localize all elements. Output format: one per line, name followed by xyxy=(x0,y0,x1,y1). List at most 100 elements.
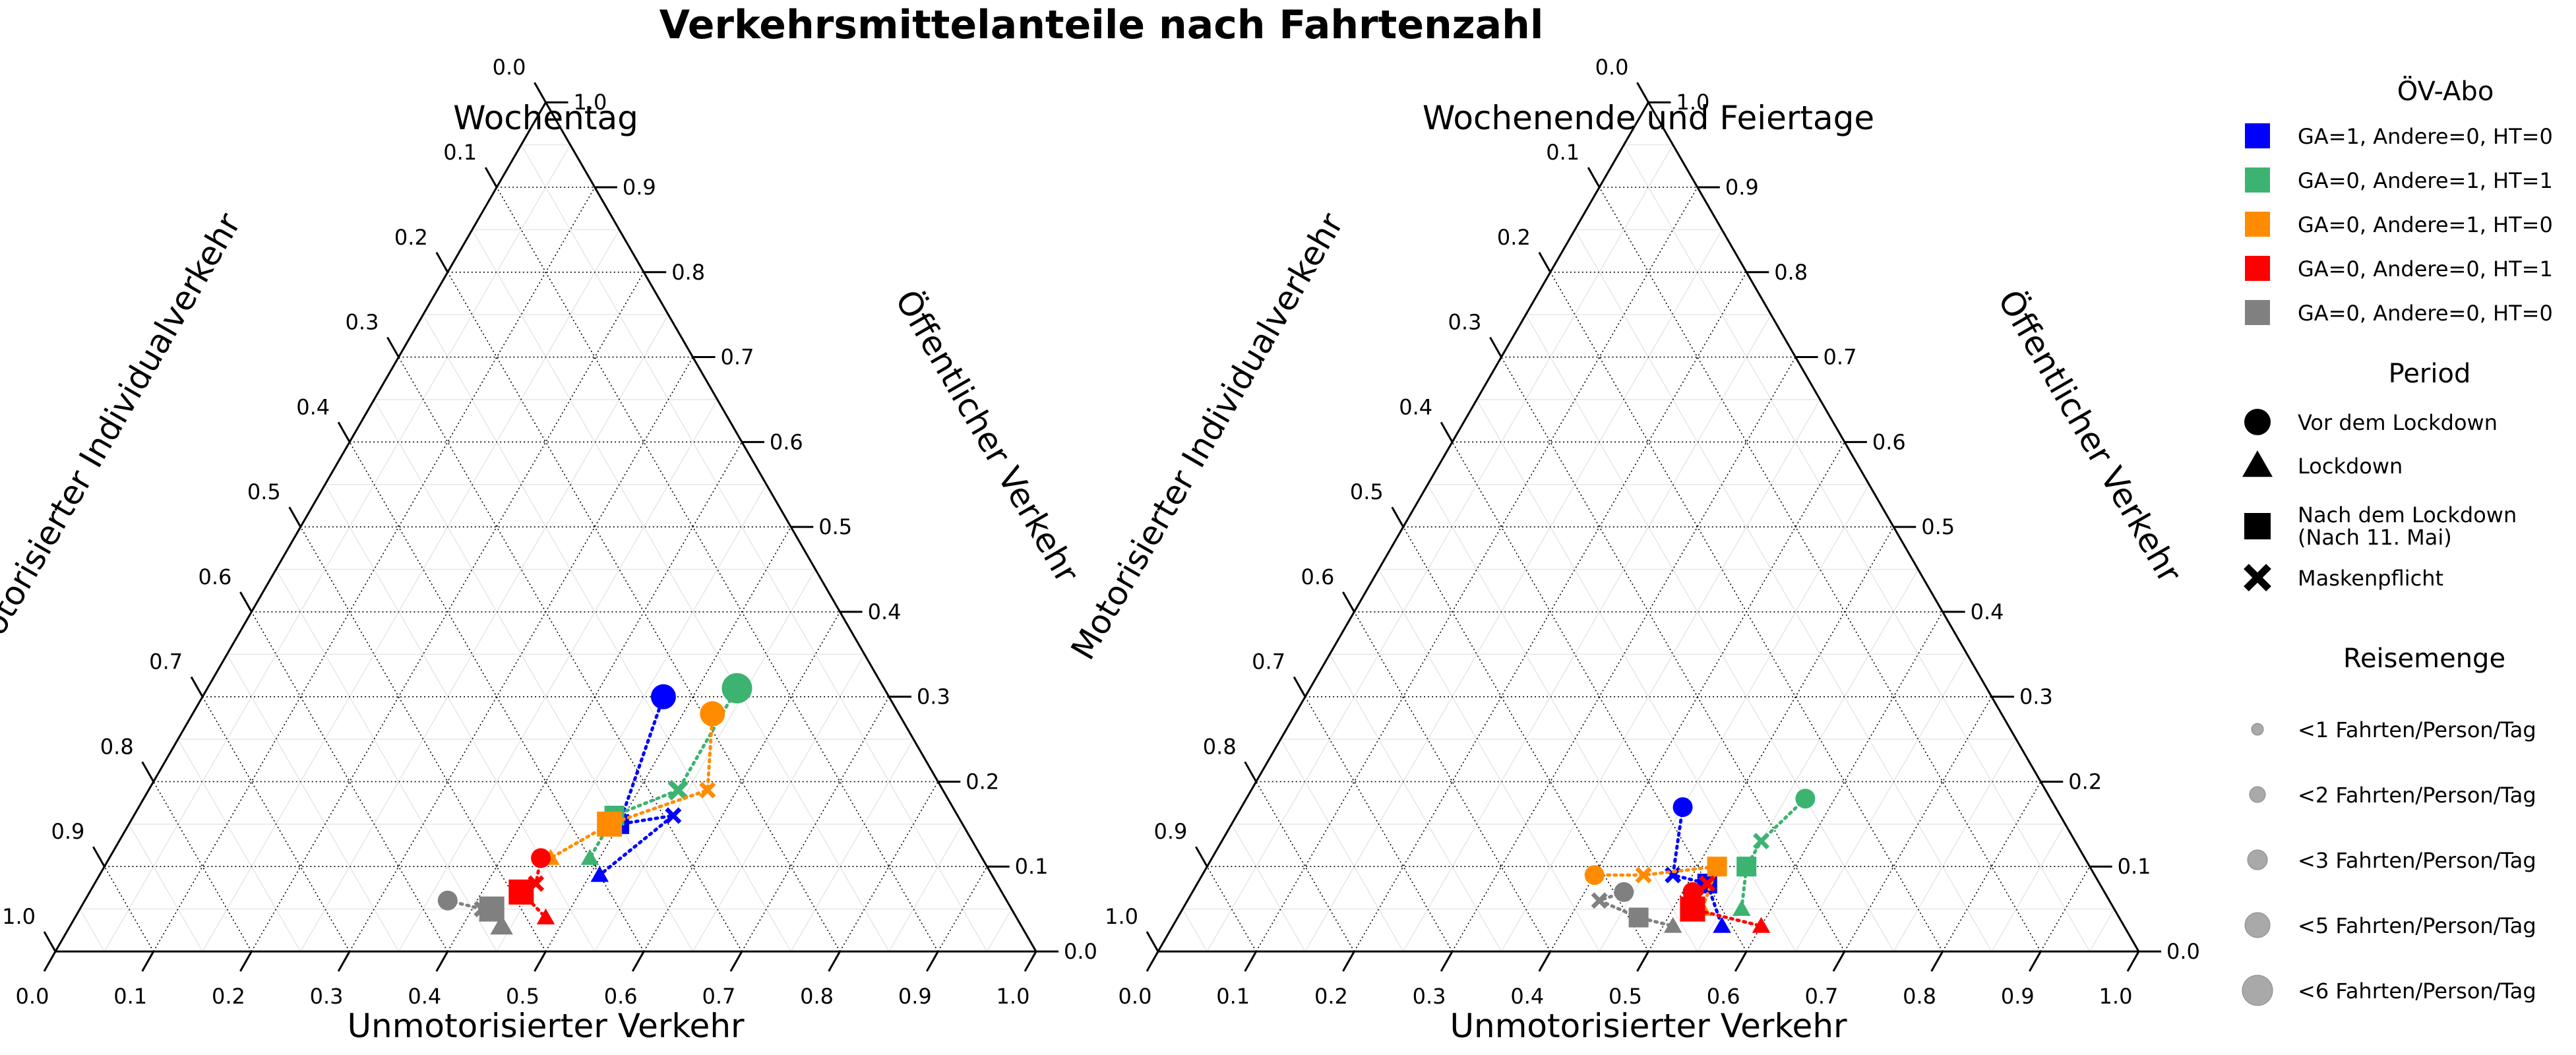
major-gridline xyxy=(153,781,253,952)
legend-label: Maskenpflicht xyxy=(2298,566,2443,591)
data-point xyxy=(667,779,689,800)
bottom-axis-title: Unmotorisierter Verkehr xyxy=(347,1007,745,1045)
legend-label: Nach dem Lockdown xyxy=(2298,502,2517,528)
data-point xyxy=(1707,857,1727,877)
bottom-tick-label: 0.2 xyxy=(212,984,245,1009)
minor-gridline xyxy=(275,569,497,952)
bottom-tick-label: 0.6 xyxy=(1707,984,1740,1009)
series-line xyxy=(598,695,679,877)
left-tick xyxy=(484,167,498,188)
major-gridline xyxy=(1304,696,1453,952)
legend-label: <1 Fahrten/Person/Tag xyxy=(2298,717,2536,742)
right-tick-label: 0.0 xyxy=(2166,939,2200,964)
data-point xyxy=(1635,866,1652,884)
legend-title-period: Period xyxy=(2389,359,2471,389)
legend-title-ov-abo: ÖV-Abo xyxy=(2397,75,2494,107)
figure-title: Verkehrsmittelanteile nach Fahrtenzahl xyxy=(659,2,1544,48)
data-point xyxy=(650,684,676,709)
minor-gridline xyxy=(104,144,571,952)
minor-gridline xyxy=(594,569,816,952)
left-tick-label: 0.6 xyxy=(199,564,232,589)
right-tick-label: 0.0 xyxy=(1064,939,1097,964)
legend-marker-square xyxy=(2244,513,2271,539)
minor-gridline xyxy=(1378,569,1600,952)
series-line xyxy=(1671,805,1724,928)
major-gridline xyxy=(1647,526,1894,952)
major-gridline xyxy=(496,187,938,952)
minor-gridline xyxy=(1991,824,2066,952)
series-line xyxy=(1595,890,1675,928)
data-point xyxy=(1713,917,1731,933)
right-tick-label: 0.7 xyxy=(721,345,754,370)
data-point xyxy=(1795,789,1816,809)
data-point xyxy=(536,908,555,924)
minor-gridline xyxy=(79,909,105,952)
legend-size-marker xyxy=(2242,975,2273,1006)
data-point xyxy=(490,915,513,935)
legend-label: GA=0, Andere=1, HT=0 xyxy=(2298,212,2553,237)
legend-swatch xyxy=(2245,167,2270,193)
legend-label: <5 Fahrten/Person/Tag xyxy=(2298,913,2536,938)
series-line xyxy=(549,711,714,860)
legend-size-marker xyxy=(2247,849,2268,870)
minor-gridline xyxy=(1329,653,1502,952)
left-tick-label: 0.1 xyxy=(1546,140,1579,165)
left-tick xyxy=(1146,931,1159,952)
legend-label: (Nach 11. Mai) xyxy=(2298,525,2452,550)
data-point xyxy=(508,879,534,905)
legend-size-marker xyxy=(2249,786,2266,803)
left-tick xyxy=(1538,252,1552,273)
left-tick-label: 0.4 xyxy=(296,394,330,419)
left-tick-label: 0.7 xyxy=(149,649,183,675)
series-line xyxy=(588,686,739,860)
left-tick-label: 0.3 xyxy=(346,310,379,335)
data-point xyxy=(665,807,682,824)
left-tick-label: 0.9 xyxy=(51,819,84,844)
bottom-tick-label: 1.0 xyxy=(2099,984,2133,1009)
minor-gridline xyxy=(2089,909,2115,952)
bottom-tick-label: 0.9 xyxy=(2001,984,2035,1009)
right-tick-label: 1.0 xyxy=(1676,90,1710,115)
bottom-tick-label: 0.5 xyxy=(1609,984,1642,1009)
series-group xyxy=(580,673,752,865)
legend-label: Vor dem Lockdown xyxy=(2298,410,2498,435)
data-point xyxy=(1736,857,1757,877)
left-tick xyxy=(1636,82,1649,103)
data-point xyxy=(580,849,599,865)
legend-swatch xyxy=(2245,123,2270,148)
major-gridline xyxy=(1550,272,1944,952)
bottom-tick xyxy=(1244,951,1258,972)
left-tick-label: 0.0 xyxy=(1595,55,1629,80)
left-tick-label: 0.9 xyxy=(1153,819,1187,844)
bottom-tick xyxy=(1440,951,1454,972)
bottom-tick-label: 0.7 xyxy=(702,984,735,1009)
legend-label: GA=0, Andere=0, HT=0 xyxy=(2298,301,2553,326)
minor-gridline xyxy=(496,484,767,952)
data-point xyxy=(721,673,752,704)
data-point xyxy=(1672,797,1693,818)
bottom-tick-label: 0.3 xyxy=(1413,984,1446,1009)
left-tick xyxy=(1489,336,1502,358)
right-tick-label: 0.6 xyxy=(770,429,803,454)
left-tick xyxy=(1440,421,1454,443)
right-tick-label: 0.8 xyxy=(1774,260,1808,285)
minor-gridline xyxy=(790,738,914,952)
left-tick xyxy=(43,931,57,952)
left-tick xyxy=(1391,506,1405,528)
bottom-tick xyxy=(1734,951,1748,972)
subplot-title: Wochenende und Feiertage xyxy=(1423,99,1874,137)
minor-gridline xyxy=(1893,738,2017,952)
right-tick-label: 0.9 xyxy=(1725,175,1759,200)
legend-label: GA=0, Andere=0, HT=1 xyxy=(2298,256,2553,282)
minor-gridline xyxy=(226,653,400,952)
left-axis-title: Motorisierter Individualverkehr xyxy=(1064,206,1351,666)
major-gridline xyxy=(741,696,890,952)
minor-gridline xyxy=(128,824,203,952)
bottom-tick xyxy=(1930,951,1944,972)
left-tick-label: 0.3 xyxy=(1448,310,1482,335)
bottom-tick xyxy=(239,951,253,972)
bottom-tick-label: 0.1 xyxy=(113,984,147,1009)
bottom-tick-label: 0.4 xyxy=(1510,984,1544,1009)
major-gridline xyxy=(1256,781,1355,952)
major-gridline xyxy=(839,781,938,952)
